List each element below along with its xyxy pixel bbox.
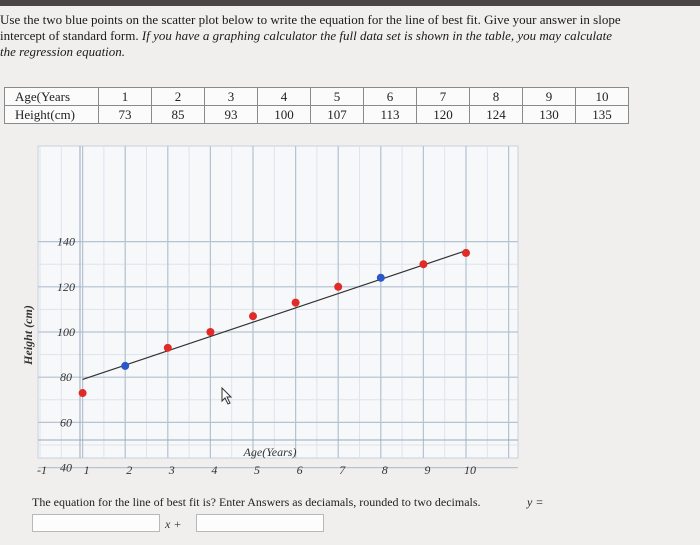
red-data-point bbox=[249, 312, 257, 321]
x-tick-label: -1 bbox=[37, 463, 47, 477]
blue-data-point bbox=[376, 273, 385, 282]
instructions-line-2-italic: If you have a graphing calculator the fu… bbox=[141, 28, 612, 43]
x-tick-label: 4 bbox=[211, 463, 217, 477]
table-cell-height-6: 113 bbox=[363, 105, 417, 124]
x-tick-label: 10 bbox=[464, 463, 476, 477]
scatter-plot: 14012010080604020-112345678910Age(Years)… bbox=[0, 140, 700, 485]
table-cell-height-7: 120 bbox=[416, 105, 470, 124]
instructions: Use the two blue points on the scatter p… bbox=[0, 12, 690, 60]
red-data-point bbox=[78, 389, 87, 398]
table-cell-height-9: 130 bbox=[522, 105, 576, 124]
y-equals-label: y = bbox=[527, 495, 544, 509]
table-cell-age-1: 1 bbox=[98, 87, 152, 106]
red-data-point bbox=[419, 260, 428, 269]
red-data-point bbox=[291, 298, 300, 307]
table-cell-age-6: 6 bbox=[363, 87, 417, 106]
table-cell-age-5: 5 bbox=[310, 87, 364, 106]
x-tick-label: 8 bbox=[382, 463, 388, 477]
instructions-line-3: the regression equation. bbox=[0, 44, 126, 59]
red-data-point bbox=[334, 282, 343, 291]
table-cell-age-9: 9 bbox=[522, 87, 576, 106]
mouse-cursor-icon bbox=[221, 386, 233, 405]
table-cell-age-3: 3 bbox=[204, 87, 258, 106]
x-tick-label: 5 bbox=[254, 463, 260, 477]
slope-input[interactable] bbox=[32, 514, 160, 532]
table-cell-age-10: 10 bbox=[575, 87, 629, 106]
scatter-plot-svg: 14012010080604020-112345678910Age(Years)… bbox=[21, 145, 519, 477]
table-cell-age-7: 7 bbox=[416, 87, 470, 106]
table-cell-age-8: 8 bbox=[469, 87, 523, 106]
x-axis-label: Age(Years) bbox=[243, 445, 297, 459]
table-cell-age-4: 4 bbox=[257, 87, 311, 106]
y-tick-label: 120 bbox=[57, 280, 75, 294]
y-tick-label: 100 bbox=[57, 325, 75, 339]
table-cell-height-3: 93 bbox=[204, 105, 258, 124]
intercept-input[interactable] bbox=[196, 514, 324, 532]
x-tick-label: 3 bbox=[168, 463, 175, 477]
x-tick-label: 6 bbox=[297, 463, 303, 477]
table-row-label-age: Age(Years bbox=[4, 87, 99, 106]
red-data-point bbox=[163, 343, 172, 352]
y-axis-label: Height (cm) bbox=[21, 305, 35, 366]
table-cell-height-8: 124 bbox=[469, 105, 523, 124]
table-row-label-height: Height(cm) bbox=[4, 105, 99, 124]
y-tick-label: 40 bbox=[60, 461, 72, 475]
x-tick-label: 2 bbox=[126, 463, 132, 477]
instructions-line-2-plain: intercept of standard form. bbox=[0, 28, 139, 43]
best-fit-line bbox=[82, 250, 467, 381]
table-cell-height-5: 107 bbox=[310, 105, 364, 124]
red-data-point bbox=[206, 328, 215, 336]
x-plus-label: x + bbox=[165, 517, 182, 531]
table-cell-height-4: 100 bbox=[257, 105, 311, 124]
instructions-line-1: Use the two blue points on the scatter p… bbox=[0, 12, 621, 27]
answer-prompt-text: The equation for the line of best fit is… bbox=[32, 495, 481, 509]
table-row-heights: Height(cm) 73 85 93 100 107 113 120 124 130 135 bbox=[4, 105, 629, 124]
x-tick-label: 9 bbox=[424, 463, 430, 477]
red-data-point bbox=[462, 248, 470, 257]
x-tick-label: 1 bbox=[84, 463, 90, 477]
plot-area bbox=[37, 145, 519, 459]
top-edge-bar bbox=[0, 0, 700, 6]
table-row-ages: Age(Years 1 2 3 4 5 6 7 8 9 10 bbox=[4, 87, 629, 106]
instructions-line-2: intercept of standard form. If you have … bbox=[0, 28, 690, 44]
y-tick-label: 140 bbox=[57, 235, 75, 249]
table-cell-height-1: 73 bbox=[98, 105, 152, 124]
data-table: Age(Years 1 2 3 4 5 6 7 8 9 10 Height(cm) 73 85 93 1… bbox=[4, 87, 629, 124]
answer-prompt: The equation for the line of best fit is… bbox=[32, 495, 543, 510]
table-cell-age-2: 2 bbox=[151, 87, 205, 106]
table-cell-height-10: 135 bbox=[575, 105, 629, 124]
x-tick-label: 7 bbox=[339, 463, 346, 477]
y-tick-label: 80 bbox=[60, 370, 72, 384]
blue-data-point bbox=[121, 361, 130, 370]
y-tick-label: 60 bbox=[60, 415, 72, 429]
table-cell-height-2: 85 bbox=[151, 105, 205, 124]
